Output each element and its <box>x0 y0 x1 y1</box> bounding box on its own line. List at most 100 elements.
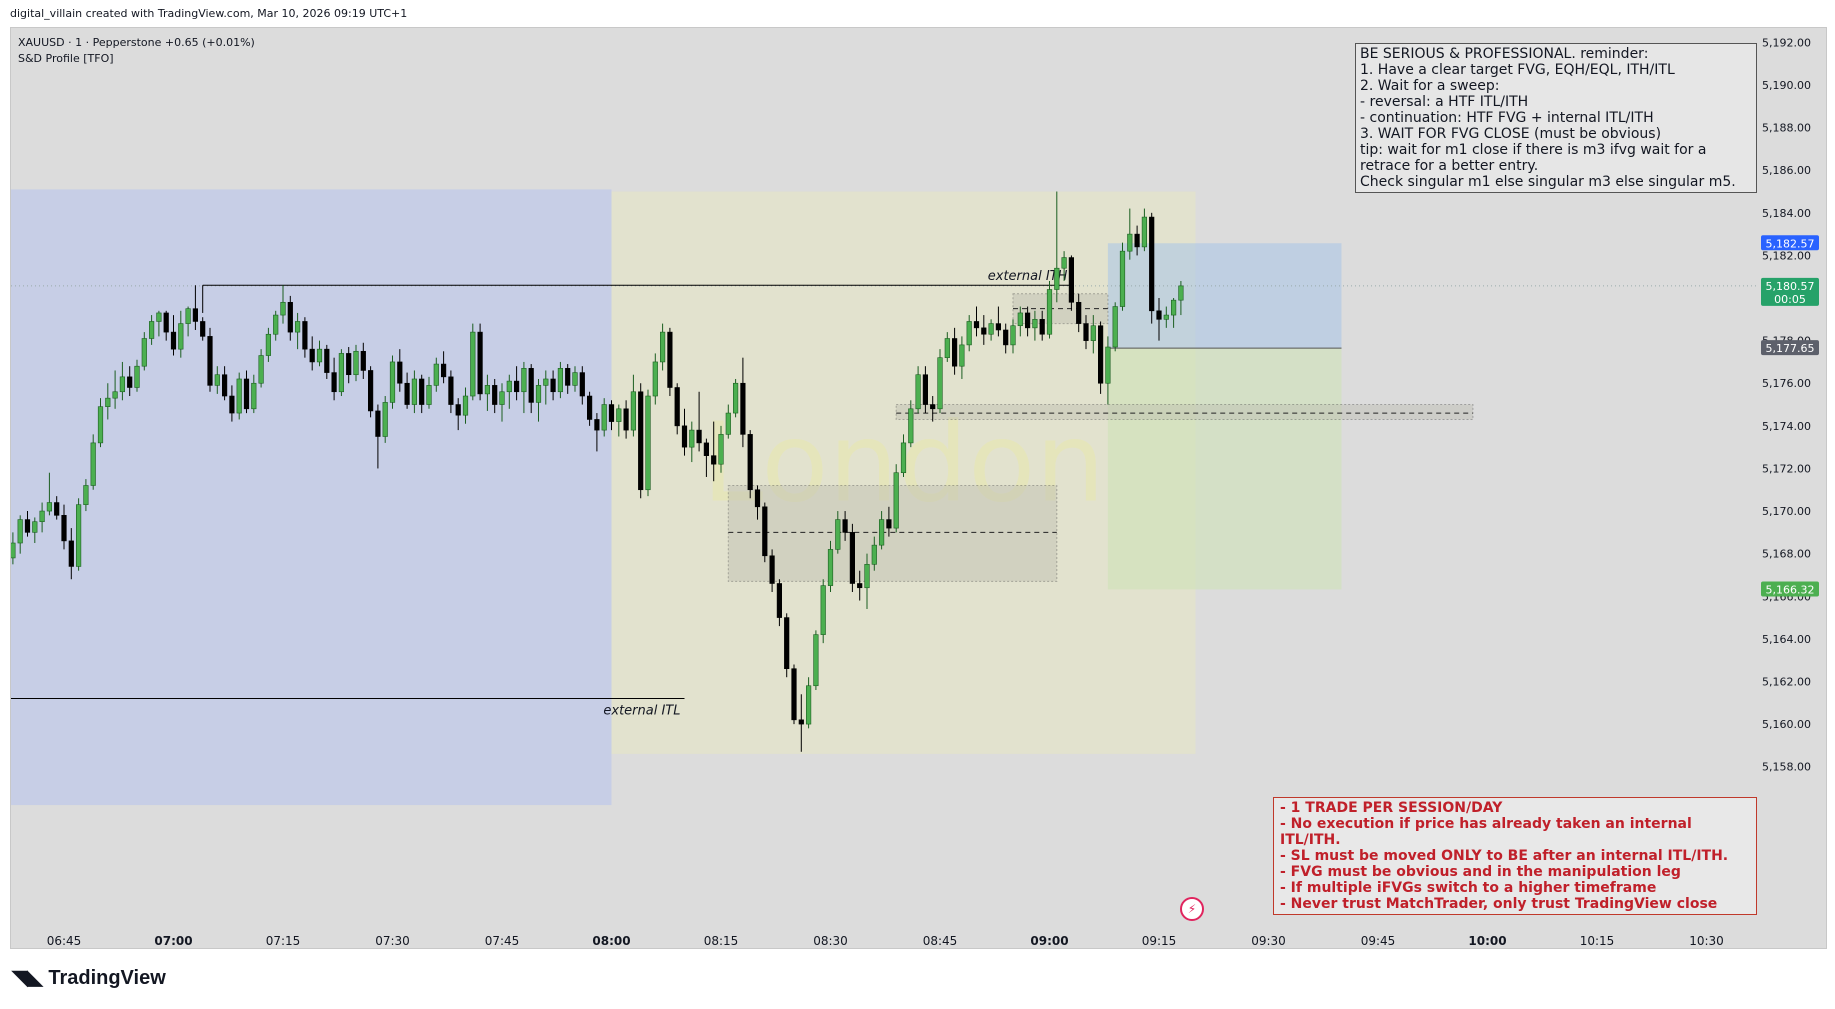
price-tick-label: 5,174.00 <box>1762 420 1811 433</box>
price-tick-label: 5,188.00 <box>1762 122 1811 135</box>
candle-down <box>1134 233 1140 248</box>
candle-up <box>937 357 943 410</box>
candle-down <box>24 519 31 533</box>
candle-up <box>185 308 191 324</box>
candle-down <box>754 489 761 508</box>
candle-up <box>659 331 666 363</box>
candle-up <box>353 350 359 376</box>
candle-down <box>674 387 680 427</box>
candle-up <box>280 301 286 316</box>
note-line: - continuation: HTF FVG + internal ITL/I… <box>1360 110 1654 126</box>
candle-down <box>513 380 520 393</box>
note-line: 3. WAIT FOR FVG CLOSE (must be obvious) <box>1360 126 1662 142</box>
candle-up <box>616 408 622 422</box>
candle-up <box>835 519 841 550</box>
candle-down <box>791 668 797 721</box>
candle-up <box>827 549 834 586</box>
candle-down <box>287 301 293 333</box>
candle-down <box>229 395 235 414</box>
target-price-tag-label: 5,182.57 <box>1766 237 1815 250</box>
candle-up <box>1171 299 1177 316</box>
candle-up <box>338 353 345 393</box>
price-tick-label: 5,176.00 <box>1762 377 1811 390</box>
rule-line: - 1 TRADE PER SESSION/DAY <box>1280 800 1503 816</box>
candle-up <box>251 382 257 410</box>
candle-up <box>46 502 52 512</box>
time-tick-label: 09:00 <box>1030 934 1068 948</box>
candle-up <box>382 402 388 437</box>
candle-up <box>966 321 972 346</box>
candle-down <box>477 331 483 395</box>
candle-up <box>813 634 819 687</box>
candle-up <box>32 521 38 533</box>
candle-down <box>309 348 315 363</box>
candle-up <box>105 397 111 407</box>
candle-down <box>1083 323 1089 341</box>
price-tick-label: 5,160.00 <box>1762 718 1811 731</box>
candle-down <box>930 404 936 410</box>
candle-up <box>149 321 155 339</box>
candle-down <box>857 583 863 589</box>
candle-up <box>1090 325 1096 341</box>
candle-up <box>1017 312 1023 327</box>
time-tick-label: 10:30 <box>1689 934 1724 948</box>
candle-up <box>878 519 885 546</box>
symbol-line[interactable]: XAUUSD · 1 · Pepperstone +0.65 (+0.01%) <box>18 36 255 49</box>
tradingview-logo[interactable]: ◥◣ TradingView <box>12 965 166 990</box>
candle-up <box>316 348 323 363</box>
candle-down <box>769 555 775 584</box>
lightning-icon[interactable]: ⚡ <box>1180 897 1204 921</box>
candle-down <box>397 361 403 384</box>
fvg-zone <box>895 404 1474 420</box>
candle-down <box>608 404 615 422</box>
candle-down <box>331 372 337 393</box>
candle-up <box>426 385 432 405</box>
candle-up <box>1141 216 1147 248</box>
candle-up <box>462 395 469 416</box>
reminder-note[interactable]: BE SERIOUS & PROFESSIONAL. reminder: 1. … <box>1355 43 1757 193</box>
candle-down <box>1076 301 1082 324</box>
indicator-label[interactable]: S&D Profile [TFO] <box>18 52 114 65</box>
rule-line: - FVG must be obvious and in the manipul… <box>1280 864 1681 880</box>
external-ith-label: external ITH <box>988 269 1068 284</box>
candle-down <box>681 425 688 448</box>
rule-line: - Never trust MatchTrader, only trust Tr… <box>1280 896 1718 912</box>
candle-up <box>1127 233 1133 252</box>
price-tick-label: 5,170.00 <box>1762 505 1811 518</box>
candle-down <box>54 502 60 516</box>
candle-up <box>433 363 439 386</box>
time-tick-label: 08:15 <box>704 934 739 948</box>
candle-up <box>499 391 505 405</box>
candle-up <box>645 395 651 491</box>
candle-up <box>1032 319 1038 329</box>
candle-down <box>711 455 717 465</box>
rules-note[interactable]: - 1 TRADE PER SESSION/DAY - No execution… <box>1273 797 1757 915</box>
price-tick-label: 5,168.00 <box>1762 548 1811 561</box>
time-tick-label: 08:00 <box>592 934 630 948</box>
candle-down <box>922 374 928 405</box>
time-tick-label: 08:45 <box>923 934 958 948</box>
candle-down <box>776 583 782 618</box>
chart-credit: digital_villain created with TradingView… <box>10 7 408 20</box>
candle-up <box>1105 346 1111 384</box>
candle-down <box>163 312 169 333</box>
candle-up <box>820 585 826 635</box>
candle-down <box>798 719 804 725</box>
candle-up <box>1119 250 1126 307</box>
rule-line: - If multiple iFVGs switch to a higher t… <box>1280 880 1657 896</box>
candle-up <box>900 442 907 474</box>
fvg-zone <box>727 484 1058 582</box>
time-tick-label: 08:30 <box>813 934 848 948</box>
time-tick-label: 07:45 <box>485 934 520 948</box>
note-line: Check singular m1 else singular m3 else … <box>1360 174 1736 190</box>
candle-up <box>959 344 965 367</box>
candle-up <box>1163 314 1169 320</box>
candle-down <box>842 519 848 533</box>
countdown-label: 00:05 <box>1774 293 1806 306</box>
position-stop-zone <box>1107 348 1342 590</box>
candle-down <box>170 331 177 350</box>
candle-up <box>484 385 491 395</box>
candle-up <box>294 321 301 333</box>
rule-line: - SL must be moved ONLY to BE after an i… <box>1280 848 1729 864</box>
